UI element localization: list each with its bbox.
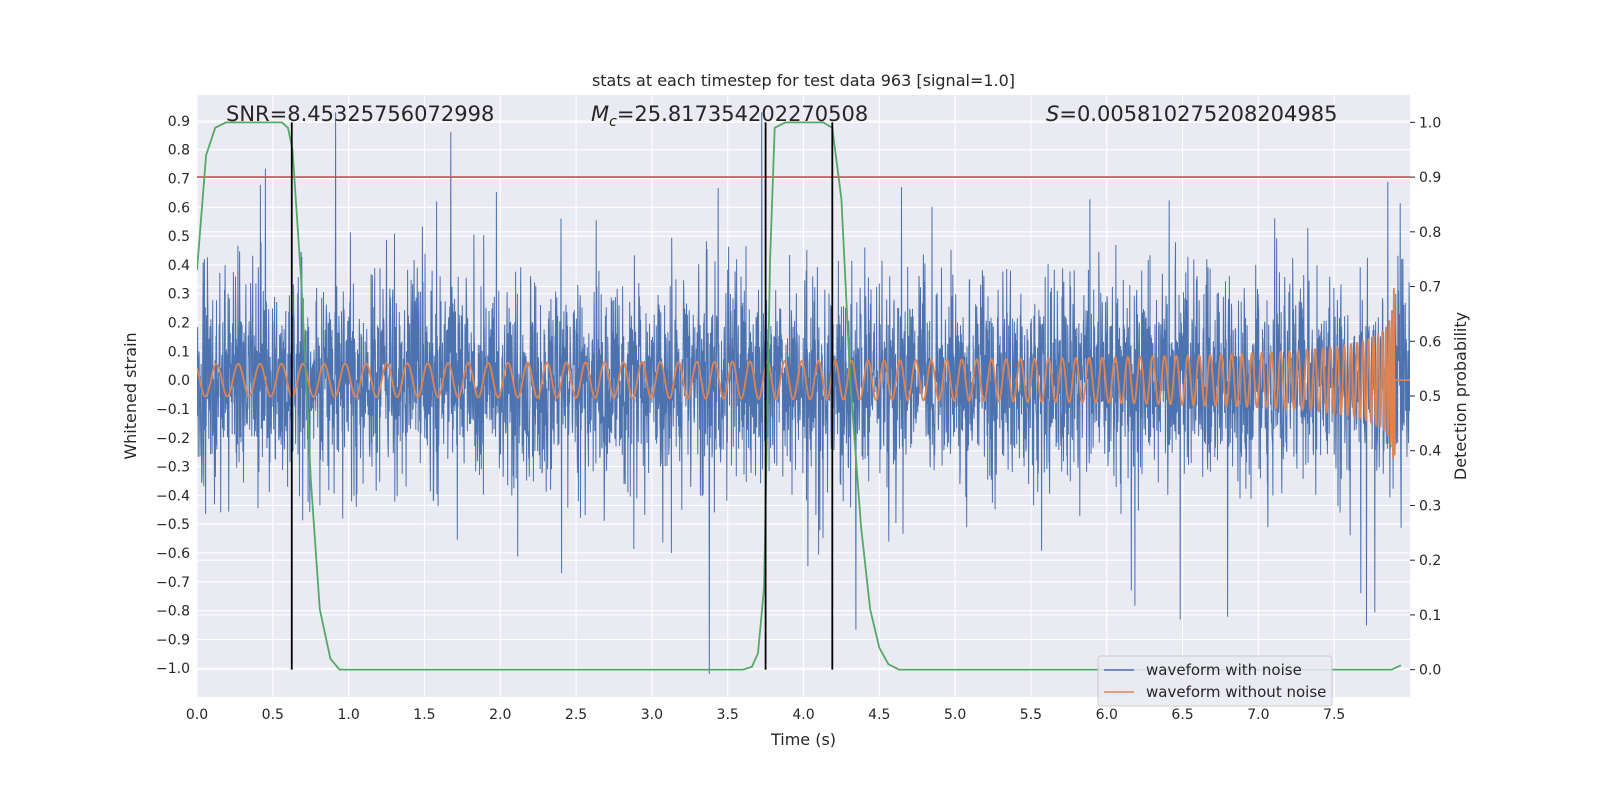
y-right-tick-label-6: 0.4 (1419, 444, 1441, 460)
y-left-tick-label-0: 0.9 (168, 114, 190, 130)
x-tick-label-8: 4.0 (792, 707, 814, 723)
y-axis-label-right: Detection probability (1451, 312, 1470, 480)
legend-label-waveform-without-noise: waveform without noise (1146, 683, 1326, 701)
x-tick-label-5: 2.5 (565, 707, 587, 723)
y-right-tick-label-5: 0.5 (1419, 389, 1441, 405)
x-tick-label-10: 5.0 (944, 707, 966, 723)
y-left-tick-label-6: 0.3 (168, 287, 190, 303)
x-tick-label-11: 5.5 (1020, 707, 1042, 723)
legend-label-waveform-with-noise: waveform with noise (1146, 661, 1302, 679)
y-left-tick-label-17: −0.8 (156, 604, 190, 620)
y-right-tick-label-2: 0.8 (1419, 225, 1441, 241)
series-detection-probability (197, 121, 1402, 671)
y-left-tick-label-7: 0.2 (168, 316, 190, 332)
y-left-tick-label-2: 0.7 (168, 172, 190, 188)
y-right-tick-label-4: 0.6 (1419, 334, 1441, 350)
y-right-tick-label-9: 0.1 (1419, 608, 1441, 624)
y-right-tick-label-7: 0.3 (1419, 498, 1441, 514)
x-tick-label-13: 6.5 (1171, 707, 1193, 723)
annotation-s-symbol: S (1046, 102, 1059, 126)
y-left-tick-label-19: −1.0 (156, 661, 190, 677)
x-tick-label-4: 2.0 (489, 707, 511, 723)
tick-labels: 0.0 0.5 1.0 1.5 2.0 2.5 3.0 3.5 4.0 4.5 5.0 5.5 6.0 6… (156, 114, 1441, 723)
y-left-tick-label-4: 0.5 (168, 229, 190, 245)
annotation-chirp-mass-value: =25.817354202270508 (617, 102, 868, 126)
chart-title: stats at each timestep for test data 963… (592, 71, 1015, 90)
series-waveform-with-noise (197, 112, 1410, 675)
annotation-chirp-mass-subscript: c (609, 114, 617, 130)
y-left-tick-label-13: −0.4 (156, 488, 190, 504)
x-tick-label-1: 0.5 (262, 707, 284, 723)
y-left-tick-label-8: 0.1 (168, 344, 190, 360)
series-waveform-without-noise (197, 288, 1410, 459)
y-axis-label-left: Whitened strain (121, 332, 140, 459)
annotation-s-statistic: S=0.005810275208204985 (1046, 102, 1337, 126)
x-tick-label-14: 7.0 (1247, 707, 1269, 723)
legend-box (1097, 655, 1333, 707)
y-left-tick-label-14: −0.5 (156, 517, 190, 533)
y-left-tick-label-15: −0.6 (156, 546, 190, 562)
y-right-tick-label-8: 0.2 (1419, 553, 1441, 569)
x-tick-label-7: 3.5 (717, 707, 739, 723)
x-tick-label-12: 6.0 (1096, 707, 1118, 723)
plot-area (197, 112, 1410, 675)
y-left-tick-label-18: −0.9 (156, 632, 190, 648)
annotation-snr: SNR=8.45325756072998 (226, 102, 494, 126)
y-right-tick-label-1: 0.9 (1419, 170, 1441, 186)
x-axis-label: Time (s) (770, 730, 836, 749)
y-right-tick-label-10: 0.0 (1419, 663, 1441, 679)
x-tick-label-9: 4.5 (868, 707, 890, 723)
y-left-tick-label-10: −0.1 (156, 402, 190, 418)
annotation-chirp-mass-symbol: M (591, 102, 609, 126)
y-left-tick-label-9: 0.0 (168, 373, 190, 389)
x-tick-label-0: 0.0 (186, 707, 208, 723)
y-right-tick-label-3: 0.7 (1419, 280, 1441, 296)
legend: waveform with noise waveform without noi… (1097, 655, 1333, 707)
y-left-tick-label-1: 0.8 (168, 143, 190, 159)
y-right-tick-label-0: 1.0 (1419, 115, 1441, 131)
x-tick-label-6: 3.0 (641, 707, 663, 723)
x-tick-label-15: 7.5 (1323, 707, 1345, 723)
y-left-tick-label-11: −0.2 (156, 431, 190, 447)
annotation-chirp-mass: Mc=25.817354202270508 (591, 102, 868, 130)
annotation-s-value: =0.005810275208204985 (1059, 102, 1337, 126)
y-left-tick-label-12: −0.3 (156, 460, 190, 476)
y-left-tick-label-3: 0.6 (168, 200, 190, 216)
y-left-tick-label-16: −0.7 (156, 575, 190, 591)
x-tick-label-3: 1.5 (413, 707, 435, 723)
y-left-tick-label-5: 0.4 (168, 258, 190, 274)
x-tick-label-2: 1.0 (337, 707, 359, 723)
